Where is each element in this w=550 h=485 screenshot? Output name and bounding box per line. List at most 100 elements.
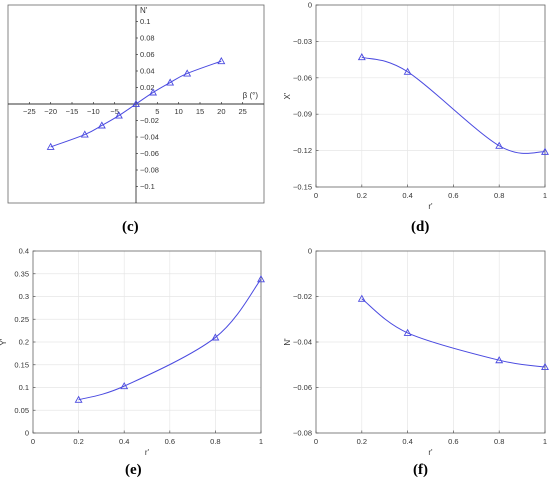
series-line	[78, 278, 262, 401]
x-tick-label: 0.2	[357, 191, 367, 200]
y-tick-label: −0.06	[140, 149, 159, 158]
chart-e: 0 0.2 0.4 0.6 0.8 1 0 0.05 0.1 0.15 0.2 0.25 0.3 0.35…	[0, 247, 265, 457]
data-point	[183, 69, 192, 77]
x-tick-label: 1	[259, 437, 263, 446]
panel-label-f: (f)	[413, 462, 428, 478]
data-point	[80, 130, 89, 138]
y-tick-label: −0.15	[293, 183, 312, 192]
y-tick-label: −0.02	[140, 116, 159, 125]
x-tick-label: 0.6	[165, 437, 175, 446]
y-tick-label: 0.05	[14, 406, 29, 415]
x-tick-label: −20	[44, 107, 57, 116]
y-tick-label: 0.4	[19, 247, 29, 256]
x-tick-label: −15	[66, 107, 79, 116]
data-point	[74, 395, 83, 403]
x-axis-label: r'	[428, 202, 433, 211]
y-tick-label: 0.1	[19, 383, 29, 392]
data-point	[495, 141, 504, 149]
x-tick-label: −25	[23, 107, 36, 116]
chart-d: 0 0.2 0.4 0.6 0.8 1 −0.15 −0.12 −0.09 −0.06 −0.03 0…	[283, 1, 549, 211]
y-axis-label: N'	[140, 6, 148, 15]
data-point	[495, 356, 504, 364]
x-tick-label: 1	[543, 437, 547, 446]
panel-label-d: (d)	[411, 219, 430, 235]
x-tick-label: 0	[31, 437, 35, 446]
data-point	[46, 142, 55, 150]
x-tick-label: 5	[155, 107, 159, 116]
x-tick-label: 0.2	[73, 437, 83, 446]
y-tick-label: 0.08	[140, 34, 155, 43]
data-point	[257, 275, 265, 283]
x-tick-label: 0	[314, 437, 318, 446]
x-tick-label: 0.6	[448, 437, 458, 446]
x-tick-label: 0.8	[494, 191, 504, 200]
y-tick-label: −0.06	[293, 73, 312, 82]
plot-frame	[315, 4, 546, 188]
y-tick-label: 0	[308, 1, 312, 10]
chart-f: 0 0.2 0.4 0.6 0.8 1 −0.08 −0.06 −0.04 −0.02 0 r' N'	[283, 247, 549, 457]
series-line	[361, 56, 546, 154]
y-axis-label: X'	[283, 92, 292, 99]
y-tick-label: 0.25	[14, 315, 29, 324]
x-axis-label: β (°)	[243, 91, 259, 100]
x-tick-label: −5	[110, 107, 119, 116]
data-point	[541, 147, 549, 155]
y-tick-label: −0.09	[293, 110, 312, 119]
y-tick-label: −0.08	[293, 429, 312, 438]
y-axis-label: N'	[283, 338, 292, 346]
x-tick-label: 0.6	[448, 191, 458, 200]
y-tick-label: −0.04	[293, 338, 312, 347]
y-tick-label: −0.08	[140, 166, 159, 175]
y-tick-label: −0.12	[293, 146, 312, 155]
series-line	[50, 60, 222, 148]
y-tick-label: 0.3	[19, 292, 29, 301]
y-tick-label: 0.1	[140, 17, 150, 26]
y-tick-label: 0.06	[140, 50, 155, 59]
y-tick-label: 0.2	[19, 338, 29, 347]
x-tick-label: 1	[543, 191, 547, 200]
x-tick-label: 20	[217, 107, 225, 116]
y-tick-label: 0.15	[14, 360, 29, 369]
panel-label-e: (e)	[125, 462, 142, 478]
x-tick-label: 0	[314, 191, 318, 200]
x-tick-label: 0.2	[357, 437, 367, 446]
x-tick-label: 0.8	[494, 437, 504, 446]
x-tick-label: 10	[174, 107, 182, 116]
x-tick-label: 0.4	[402, 437, 412, 446]
y-tick-label: −0.03	[293, 37, 312, 46]
x-tick-label: 15	[196, 107, 204, 116]
data-point	[403, 328, 412, 336]
data-point	[357, 294, 366, 302]
y-tick-label: −0.1	[140, 182, 155, 191]
data-point	[357, 53, 366, 61]
series-line	[361, 298, 546, 368]
y-axis-label: Y'	[0, 338, 8, 345]
data-point	[211, 333, 220, 341]
data-point	[120, 382, 129, 390]
panel-label-c: (c)	[122, 219, 139, 235]
y-tick-label: 0.35	[14, 269, 29, 278]
y-tick-label: 0	[308, 247, 312, 256]
chart-c: −25 −20 −15 −10 −5 5 10 15 20 25 −0.1 −0.08 −0.06 −0.…	[7, 4, 265, 204]
y-tick-label: −0.04	[140, 133, 159, 142]
x-axis-label: r'	[428, 448, 433, 457]
x-tick-label: 0.8	[210, 437, 220, 446]
y-tick-label: 0.04	[140, 67, 155, 76]
data-point	[97, 121, 106, 129]
x-tick-label: 0.4	[402, 191, 412, 200]
data-point	[114, 111, 123, 119]
data-point	[166, 78, 175, 86]
x-axis-label: r'	[145, 448, 150, 457]
data-point	[217, 56, 226, 65]
y-tick-label: 0.02	[140, 83, 155, 92]
data-point	[541, 362, 549, 371]
data-point	[132, 99, 140, 108]
y-tick-label: −0.06	[293, 383, 312, 392]
y-tick-label: −0.02	[293, 292, 312, 301]
x-tick-label: 25	[238, 107, 246, 116]
data-point	[403, 67, 412, 75]
x-tick-label: −10	[87, 107, 100, 116]
y-tick-label: 0	[25, 429, 29, 438]
data-point	[149, 88, 158, 96]
